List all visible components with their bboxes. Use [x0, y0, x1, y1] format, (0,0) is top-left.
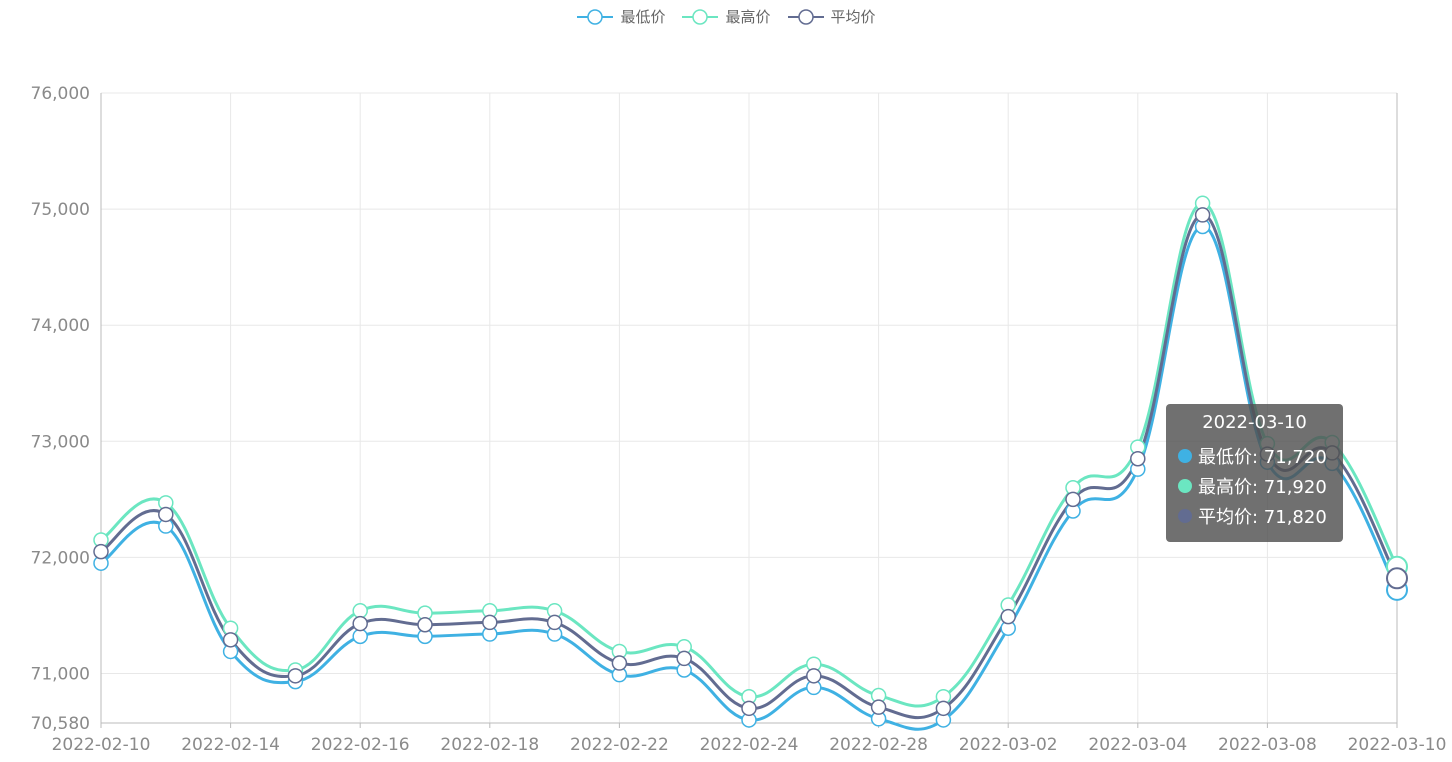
- y-tick-label: 75,000: [31, 200, 90, 220]
- series-point-2: [1065, 491, 1081, 508]
- series-point-2: [935, 700, 952, 717]
- x-tick-label: 2022-02-10: [52, 735, 151, 755]
- tooltip-row-avg: 平均价: 71,820: [1178, 501, 1331, 531]
- series-point-2: [611, 655, 628, 671]
- tooltip-text-avg: 平均价: 71,820: [1198, 507, 1327, 528]
- y-tick-label: 72,000: [31, 548, 90, 568]
- x-tick-label: 2022-02-22: [570, 735, 669, 755]
- series-point-1: [352, 603, 368, 619]
- x-tick-label: 2022-03-04: [1088, 735, 1187, 755]
- series-point-2: [417, 616, 433, 633]
- tooltip-row-low: 最低价: 71,720: [1178, 441, 1331, 471]
- series-point-2: [158, 506, 174, 523]
- tooltip-dot-avg: [1178, 509, 1192, 523]
- y-tick-label: 76,000: [31, 84, 90, 104]
- series-point-2: [870, 699, 887, 715]
- series-point-2: [1130, 450, 1146, 467]
- x-tick-label: 2022-02-28: [829, 735, 928, 755]
- series-point-0: [352, 628, 368, 645]
- x-tick-label: 2022-03-02: [959, 735, 1058, 755]
- y-tick-label: 70,580: [31, 714, 90, 734]
- legend-item-low[interactable]: 最低价: [576, 6, 665, 27]
- x-tick-label: 2022-03-10: [1348, 735, 1447, 755]
- x-tick-label: 2022-03-08: [1218, 735, 1317, 755]
- series-point-2: [482, 614, 498, 631]
- tooltip-dot-high: [1178, 479, 1192, 493]
- series-point-2: [1194, 207, 1211, 223]
- x-tick-label: 2022-02-16: [311, 735, 410, 755]
- series-point-2: [1386, 567, 1408, 590]
- y-tick-label: 73,000: [31, 432, 90, 452]
- legend-label-avg: 平均价: [830, 8, 876, 26]
- tooltip-dot-low: [1178, 449, 1192, 463]
- series-point-2: [1000, 608, 1016, 625]
- legend: 最低价 最高价 平均价: [0, 6, 1452, 27]
- series-point-2: [222, 632, 239, 648]
- legend-item-high[interactable]: 最高价: [681, 6, 771, 27]
- series-point-2: [287, 668, 304, 684]
- tooltip-row-high: 最高价: 71,920: [1178, 471, 1331, 501]
- tooltip-text-high: 最高价: 71,920: [1198, 477, 1327, 498]
- series-point-2: [741, 700, 757, 717]
- series-point-2: [93, 543, 109, 560]
- y-tick-label: 74,000: [31, 316, 90, 336]
- tooltip: 2022-03-10 最低价: 71,720 最高价: 71,920 平均价: …: [1166, 404, 1343, 542]
- x-tick-label: 2022-02-24: [700, 735, 799, 755]
- tooltip-title: 2022-03-10: [1202, 412, 1307, 433]
- series-point-2: [676, 650, 692, 667]
- x-tick-label: 2022-02-14: [181, 735, 280, 755]
- series-point-2: [806, 668, 822, 684]
- legend-label-high: 最高价: [725, 8, 771, 26]
- y-tick-label: 71,000: [31, 665, 90, 685]
- series-point-2: [546, 614, 563, 631]
- tooltip-text-low: 最低价: 71,720: [1198, 447, 1327, 468]
- legend-label-low: 最低价: [620, 8, 666, 26]
- series-point-2: [352, 615, 368, 632]
- x-tick-label: 2022-02-18: [440, 735, 539, 755]
- legend-item-avg[interactable]: 平均价: [787, 6, 876, 27]
